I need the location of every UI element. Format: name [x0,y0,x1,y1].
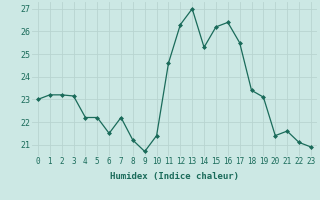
X-axis label: Humidex (Indice chaleur): Humidex (Indice chaleur) [110,172,239,181]
